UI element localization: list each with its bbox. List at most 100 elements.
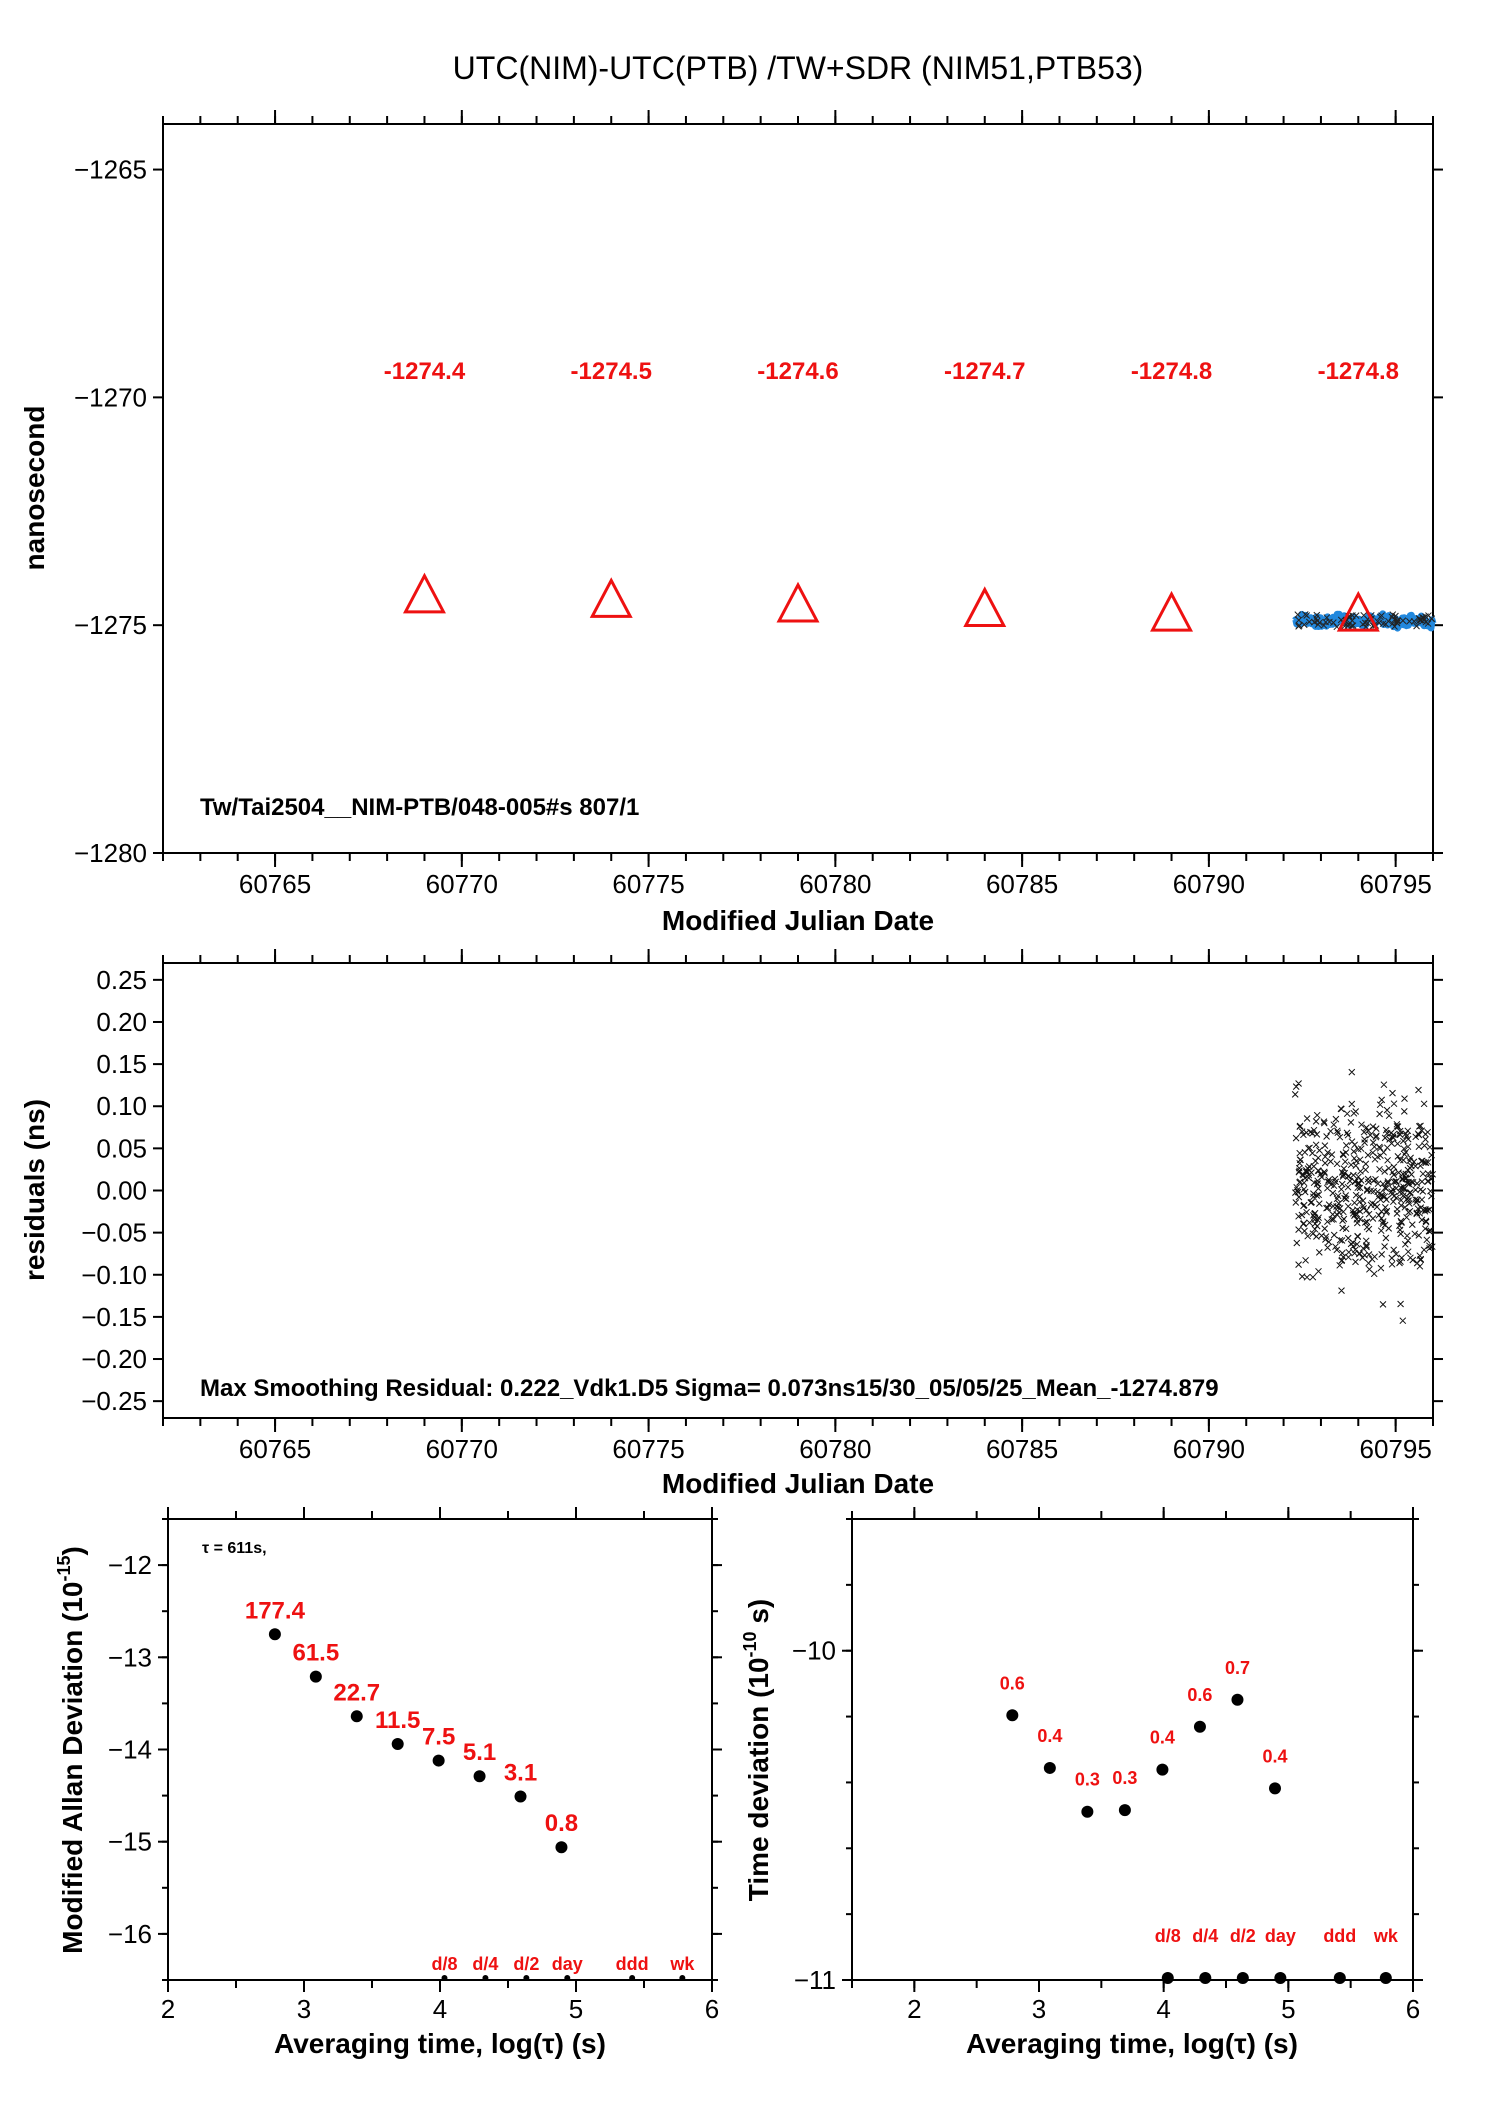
mdev-y-label-end: ): [57, 1546, 88, 1555]
residuals-y-ticks: 0.25 0.20 0.15 0.10 0.05 0.00 −0.05 −0.10 −0.15 −…: [81, 965, 1443, 1416]
top-dense-series-mark: [1406, 618, 1413, 625]
top-dense-series-mark: [1330, 619, 1337, 627]
mdev-tau-marker-dot: [523, 1975, 530, 1981]
mdev-x-tick-label: 2: [161, 1994, 175, 2024]
residuals-x-tick-label: 60795: [1359, 1434, 1431, 1464]
mdev-x-tick-label: 4: [433, 1994, 447, 2024]
mdev-y-tick-label: −15: [108, 1827, 152, 1857]
tdev-x-tick-label: 4: [1156, 1994, 1170, 2024]
tdev-panel: 2 3 4 5 6 −11 −10 0.6 0.4 0.3 0.3 0.4 0.6 0.7 0.4 d/…: [740, 1507, 1423, 2059]
top-dense-series-mark: [1389, 620, 1396, 627]
tdev-x-tick-label: 2: [907, 1994, 921, 2024]
top-triangle-marker: [589, 577, 633, 618]
residuals-x-tick-label: 60790: [1173, 1434, 1245, 1464]
tdev-x-axis-label: Averaging time, log(τ) (s): [966, 2028, 1298, 2059]
tdev-tau-marker-dot: [1274, 1972, 1287, 1984]
mdev-x-tick-label: 5: [569, 1994, 583, 2024]
residuals-y-tick-label: −0.20: [81, 1344, 147, 1374]
residuals-y-tick-label: 0.00: [96, 1176, 147, 1206]
tdev-y-label-main: Time deviation (10: [743, 1657, 774, 1901]
mdev-tau-marker-dot: [679, 1975, 686, 1981]
top-dense-series-mark: [1382, 620, 1390, 628]
top-dense-series-mark: [1323, 614, 1331, 621]
top-dense-series-mark: [1419, 617, 1426, 625]
tdev-tau-marker-dot: [1379, 1972, 1392, 1984]
top-dense-series-mark: [1375, 619, 1383, 627]
top-dense-series-mark: [1320, 622, 1328, 629]
mdev-x-axis-label: Averaging time, log(τ) (s): [274, 2028, 606, 2059]
residuals-plot-frame: [162, 962, 1434, 1419]
tdev-y-label-sup: -10: [740, 1631, 760, 1657]
top-dense-series-mark: [1391, 623, 1398, 630]
mdev-y-tick-label: −12: [108, 1550, 152, 1580]
tdev-tau-marker-dot: [1199, 1972, 1212, 1984]
residuals-panel: 60765 60770 60775 60780 60785 60790 60795 0.25…: [19, 949, 1443, 1499]
tdev-data-label: 0.6: [1187, 1685, 1212, 1705]
mdev-data-dot: [555, 1841, 568, 1854]
mdev-data-dot: [432, 1754, 445, 1767]
tdev-tau-marker-dot: [1236, 1972, 1249, 1984]
mdev-tau-marker-label: ddd: [616, 1954, 649, 1974]
tdev-data-dot: [1231, 1693, 1244, 1706]
tdev-data-label: 0.4: [1262, 1746, 1287, 1766]
tdev-tau-markers: d/8 d/4 d/2 day ddd wk: [1155, 1926, 1399, 1984]
top-x-tick-label: 60795: [1359, 869, 1431, 899]
residuals-y-tick-label: −0.15: [81, 1302, 147, 1332]
top-dense-series-mark: [1313, 611, 1321, 619]
top-note: Tw/Tai2504__NIM-PTB/048-005#s 807/1: [200, 794, 639, 821]
top-data-points: -1274.4 -1274.5 -1274.6 -1274.7 -1274.8 -1274…: [384, 358, 1399, 632]
top-y-tick-label: −1275: [74, 610, 147, 640]
tdev-y-ticks: −11 −10: [792, 1518, 1423, 1995]
tdev-data-label: 0.7: [1225, 1658, 1250, 1678]
residuals-x-ticks: 60765 60770 60775 60780 60785 60790 60795: [162, 949, 1434, 1464]
top-point-label: -1274.5: [571, 358, 652, 385]
top-triangle-marker: [1336, 590, 1380, 632]
top-y-tick-label: −1265: [74, 155, 147, 185]
tdev-x-ticks: 2 3 4 5 6: [851, 1507, 1420, 2024]
mdev-y-label-sup: -15: [54, 1555, 74, 1581]
residuals-y-tick-label: −0.05: [81, 1218, 147, 1248]
top-x-tick-label: 60765: [239, 869, 311, 899]
mdev-data-dot: [350, 1710, 363, 1723]
top-point-label: -1274.4: [384, 358, 466, 385]
top-x-ticks: 60765 60770 60775 60780 60785 60790 60795: [162, 110, 1434, 899]
top-x-tick-label: 60790: [1173, 869, 1245, 899]
tdev-data-label: 0.6: [1000, 1673, 1025, 1693]
tdev-tau-marker-label: d/2: [1230, 1926, 1256, 1946]
residuals-x-tick-label: 60780: [799, 1434, 871, 1464]
tdev-tau-marker-label: d/4: [1192, 1926, 1218, 1946]
tdev-tau-marker-label: day: [1265, 1926, 1296, 1946]
mdev-tau-marker-dot: [564, 1975, 571, 1981]
tdev-y-label-end: s): [743, 1599, 774, 1632]
top-dense-series-mark: [1295, 616, 1303, 624]
residuals-note: Max Smoothing Residual: 0.222_Vdk1.D5 Si…: [200, 1375, 1219, 1402]
residuals-x-tick-label: 60785: [986, 1434, 1058, 1464]
tdev-tau-marker-label: wk: [1373, 1926, 1399, 1946]
top-point-label: -1274.8: [1131, 358, 1212, 385]
top-dense-series-mark: [1389, 611, 1397, 618]
residuals-x-axis-label: Modified Julian Date: [662, 1468, 934, 1499]
figure-title: UTC(NIM)-UTC(PTB) /TW+SDR (NIM51,PTB53): [453, 50, 1144, 86]
mdev-tau-marker-label: day: [552, 1954, 583, 1974]
mdev-y-tick-label: −14: [108, 1735, 152, 1765]
top-dense-series-mark: [1410, 618, 1418, 625]
residuals-scatter: [1291, 1068, 1437, 1325]
tdev-data-label: 0.4: [1150, 1728, 1175, 1748]
tdev-tau-marker-dot: [1333, 1972, 1346, 1984]
tdev-data-dot: [1193, 1720, 1206, 1733]
mdev-tau-marker-dot: [482, 1975, 489, 1981]
top-dense-series-mark: [1295, 622, 1303, 629]
mdev-tau-marker-label: d/4: [472, 1954, 498, 1974]
tdev-data-label: 0.4: [1037, 1726, 1062, 1746]
top-triangle-marker: [402, 572, 446, 614]
tdev-tau-marker-dot: [1161, 1972, 1174, 1984]
tdev-data-dot: [1118, 1804, 1131, 1817]
top-y-tick-label: −1280: [74, 838, 147, 868]
tdev-data-points: 0.6 0.4 0.3 0.3 0.4 0.6 0.7 0.4: [1000, 1658, 1288, 1818]
mdev-tau-markers: d/8 d/4 d/2 day ddd wk: [431, 1954, 695, 1981]
residuals-y-tick-label: 0.10: [96, 1091, 147, 1121]
residuals-y-tick-label: 0.05: [96, 1133, 147, 1163]
residuals-x-tick-label: 60775: [612, 1434, 684, 1464]
top-y-tick-label: −1270: [74, 382, 147, 412]
top-dense-series-mark: [1294, 611, 1302, 618]
